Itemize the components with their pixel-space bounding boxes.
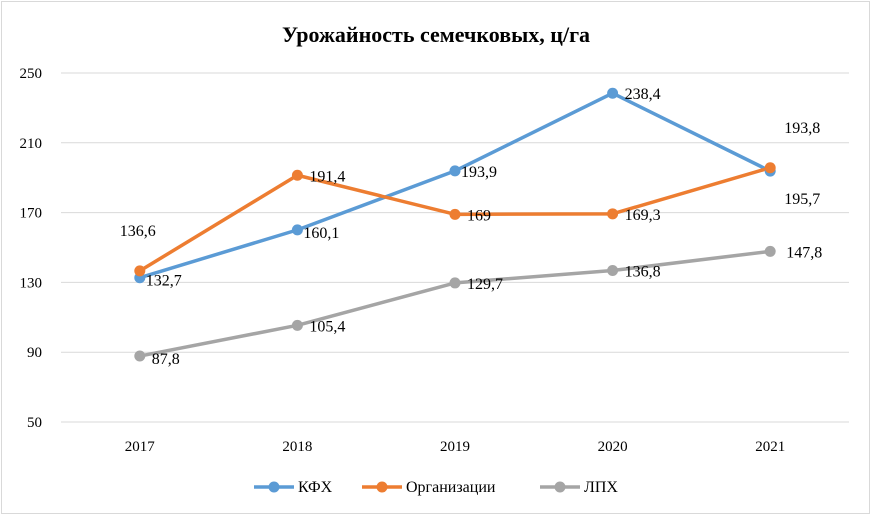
data-labels: 132,7 160,1 193,9 238,4 193,8 136,6 191,4 169 16… bbox=[120, 86, 822, 368]
x-tick-label: 2020 bbox=[598, 439, 628, 455]
data-label: 169 bbox=[467, 207, 491, 224]
data-label: 147,8 bbox=[786, 244, 822, 261]
y-axis-ticks: 50 90 130 170 210 250 bbox=[20, 66, 43, 431]
data-point bbox=[291, 169, 303, 181]
data-point bbox=[764, 162, 776, 174]
legend: КФХ Организации ЛПХ bbox=[254, 479, 618, 496]
series-points bbox=[134, 87, 776, 362]
legend-marker bbox=[268, 481, 280, 493]
data-label: 238,4 bbox=[625, 86, 661, 103]
data-label: 136,6 bbox=[120, 223, 156, 240]
x-tick-label: 2018 bbox=[282, 439, 312, 455]
data-point bbox=[291, 319, 303, 331]
y-tick-label: 250 bbox=[20, 66, 43, 82]
data-point bbox=[134, 265, 146, 277]
data-point bbox=[449, 277, 461, 289]
data-point bbox=[764, 245, 776, 257]
y-tick-label: 210 bbox=[20, 136, 43, 152]
data-point bbox=[449, 208, 461, 220]
data-label: 160,1 bbox=[303, 225, 339, 242]
y-tick-label: 170 bbox=[20, 206, 43, 222]
data-label: 87,8 bbox=[152, 351, 180, 368]
data-point bbox=[607, 87, 619, 99]
x-tick-label: 2021 bbox=[755, 439, 785, 455]
data-label: 191,4 bbox=[309, 168, 345, 185]
data-point bbox=[607, 208, 619, 220]
legend-marker bbox=[554, 481, 566, 493]
y-tick-label: 130 bbox=[20, 275, 43, 291]
data-label: 132,7 bbox=[146, 273, 182, 290]
legend-label: КФХ bbox=[298, 479, 333, 496]
x-axis-ticks: 2017 2018 2019 2020 2021 bbox=[125, 439, 785, 455]
data-label: 105,4 bbox=[309, 318, 345, 335]
data-label: 193,8 bbox=[784, 120, 820, 137]
legend-marker bbox=[376, 481, 388, 493]
y-tick-label: 50 bbox=[27, 415, 42, 431]
data-label: 136,8 bbox=[625, 264, 661, 281]
legend-label: ЛПХ bbox=[584, 479, 618, 496]
data-point bbox=[134, 350, 146, 362]
gridlines bbox=[61, 72, 849, 423]
data-label: 169,3 bbox=[625, 207, 661, 224]
chart-title: Урожайность семечковых, ц/га bbox=[282, 22, 590, 47]
series-lines bbox=[138, 91, 771, 358]
legend-label: Организации bbox=[406, 479, 496, 496]
data-label: 129,7 bbox=[467, 276, 503, 293]
x-tick-label: 2017 bbox=[125, 439, 156, 455]
data-label: 195,7 bbox=[784, 191, 820, 208]
y-tick-label: 90 bbox=[27, 345, 42, 361]
series-line bbox=[139, 249, 771, 358]
x-tick-label: 2019 bbox=[440, 439, 470, 455]
series-line bbox=[139, 91, 771, 280]
data-point bbox=[607, 265, 619, 277]
data-point bbox=[291, 224, 303, 236]
data-label: 193,9 bbox=[461, 164, 497, 181]
data-point bbox=[449, 165, 461, 177]
